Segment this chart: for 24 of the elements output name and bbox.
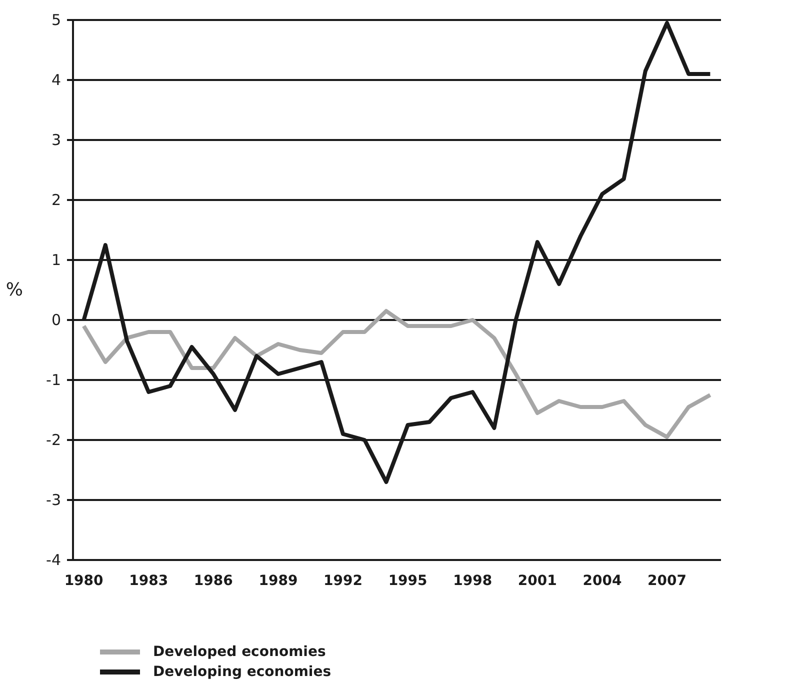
- x-tick-label: 1989: [258, 573, 298, 589]
- x-tick-label: 1980: [64, 573, 104, 589]
- x-tick-label: 1986: [194, 573, 233, 589]
- x-tick-label: 2007: [648, 573, 686, 589]
- y-tick-label: -3: [46, 491, 61, 509]
- x-tick-label: 1983: [129, 573, 168, 589]
- y-tick-label: 4: [51, 71, 61, 89]
- y-tick-label: 0: [51, 311, 61, 329]
- x-tick-label: 2001: [518, 573, 557, 589]
- y-tick-label: -1: [46, 371, 61, 389]
- line-series: [82, 309, 712, 439]
- legend-label: Developed economies: [153, 644, 326, 660]
- y-tick-label: 5: [51, 11, 61, 29]
- legend-label: Developing economies: [153, 664, 332, 680]
- y-tick-label: -4: [46, 551, 61, 569]
- y-tick-label: 3: [51, 131, 61, 149]
- y-axis-title: %: [6, 280, 23, 300]
- x-tick-label: 1998: [453, 573, 492, 589]
- x-tick-label: 2004: [582, 573, 622, 589]
- x-tick-label: 1992: [324, 573, 362, 589]
- y-tick-label: 1: [51, 251, 61, 269]
- y-tick-label: 2: [51, 191, 61, 209]
- x-tick-label: 1995: [388, 573, 428, 589]
- y-tick-label: -2: [46, 431, 61, 449]
